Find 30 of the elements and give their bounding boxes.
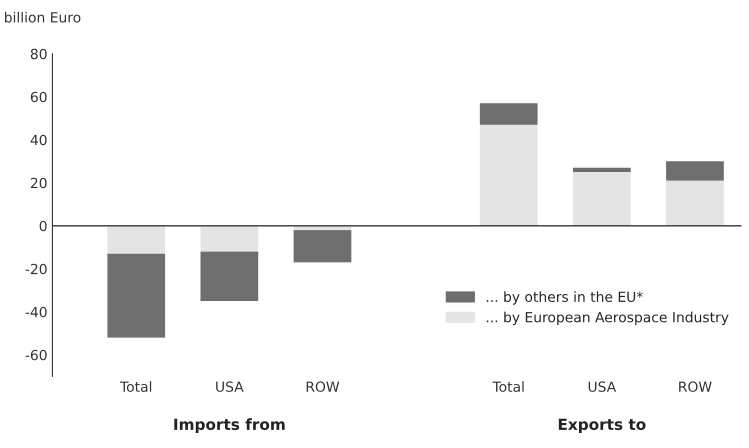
x-tick-label: USA xyxy=(588,381,616,392)
x-tick-label: Total xyxy=(120,381,152,392)
bar xyxy=(572,168,631,172)
y-tick-label: 20 xyxy=(30,178,47,188)
bar xyxy=(107,226,166,254)
x-tick-label: USA xyxy=(216,381,244,392)
y-tick-label: 60 xyxy=(30,92,47,102)
legend-label: ... by others in the EU* xyxy=(486,291,643,305)
y-tick-label: 40 xyxy=(30,134,47,146)
legend-label: ... by European Aerospace Industry xyxy=(486,312,729,326)
y-tick-label: -60 xyxy=(26,350,47,360)
text: Exports to xyxy=(558,418,646,434)
text: Imports from xyxy=(174,418,285,434)
bar xyxy=(666,161,724,181)
bar xyxy=(480,124,538,226)
y-tick-label: -20 xyxy=(26,264,47,274)
bar xyxy=(200,226,258,252)
x-tick-label: ROW xyxy=(679,381,712,392)
bar xyxy=(294,230,352,262)
y-tick-label: 0 xyxy=(40,220,47,232)
y-tick-label: 80 xyxy=(30,48,47,60)
x-tick-label: Total xyxy=(492,381,524,392)
bar xyxy=(480,103,538,125)
x-tick-label: ROW xyxy=(306,381,340,392)
bar xyxy=(572,172,631,226)
y-tick-label: -40 xyxy=(26,306,47,318)
y-axis-title: billion Euro xyxy=(5,12,80,23)
bar xyxy=(107,254,166,338)
bar xyxy=(200,252,258,302)
bar xyxy=(666,180,724,226)
